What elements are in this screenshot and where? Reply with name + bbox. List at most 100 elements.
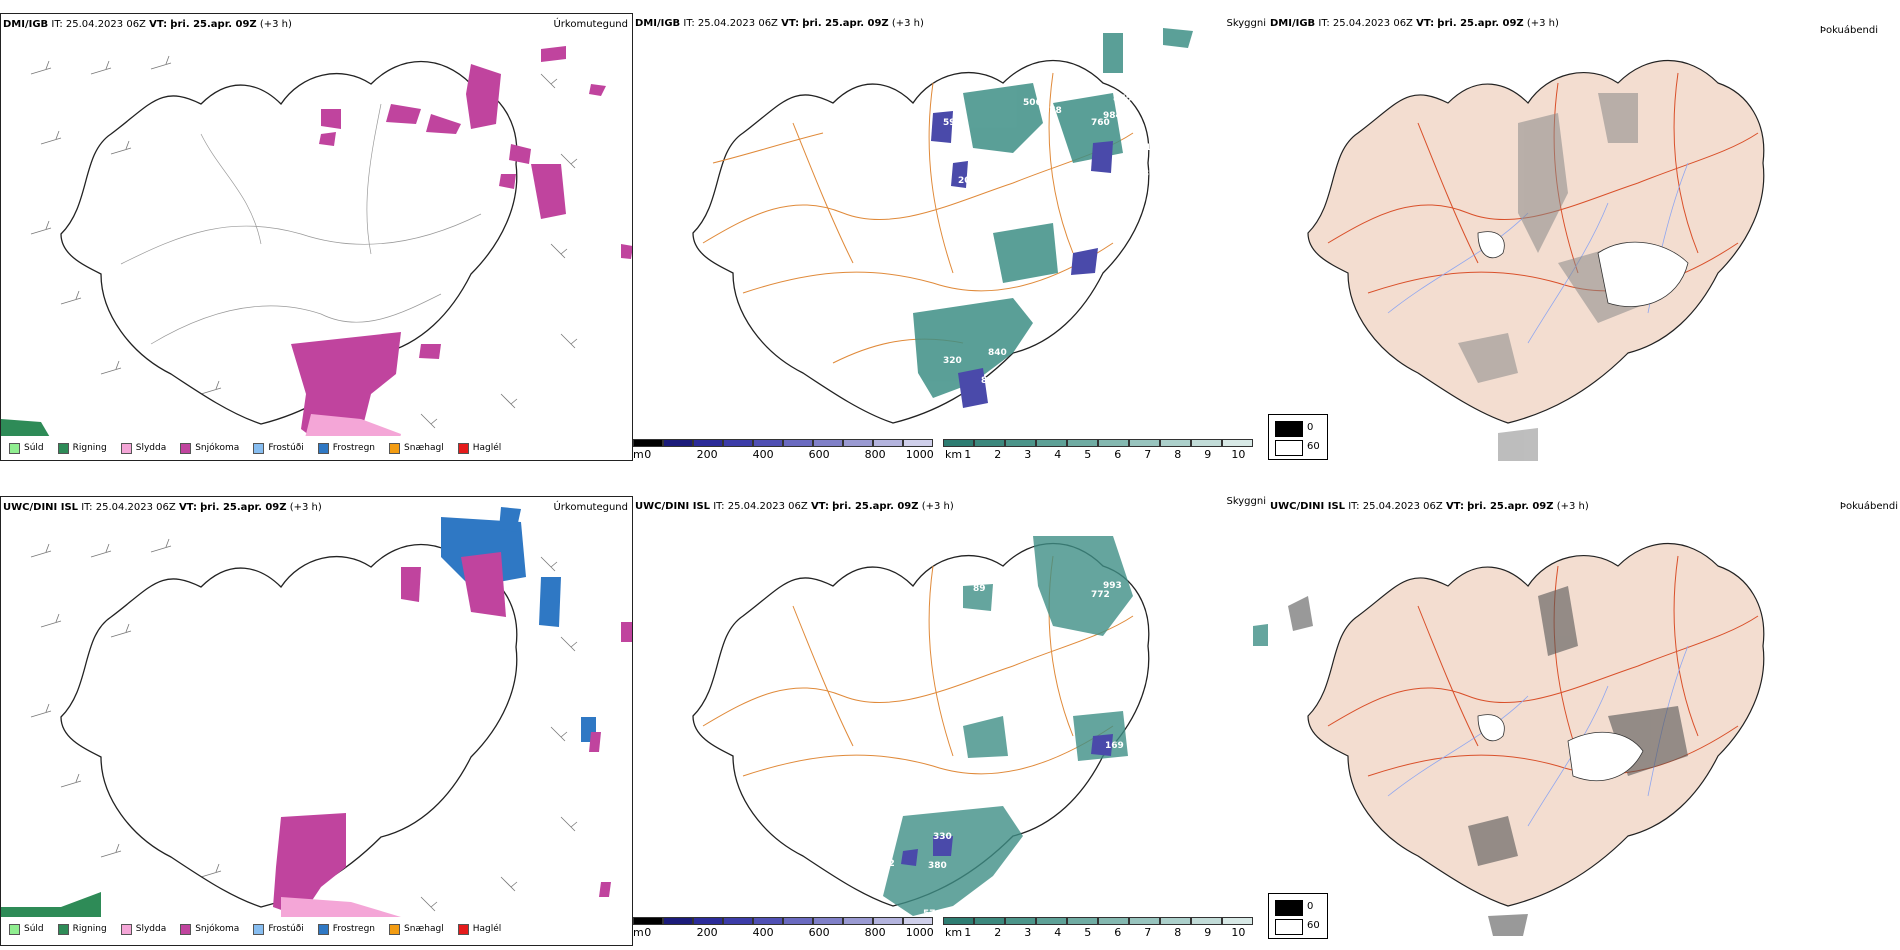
colorbar-segment [1036,917,1067,925]
visibility-map-2: 993 772 169 330 472 380 57 89 [692,536,1268,919]
legend-swatch [389,442,401,454]
svg-text:57: 57 [923,909,936,919]
ceiling-tick: 400 [752,926,774,939]
visibility-tick: 1 [964,448,972,461]
colorbar-segment [1005,439,1036,447]
legend-swatch [9,923,20,935]
colorbar-segment [663,439,693,447]
visibility-tick: 3 [1024,448,1032,461]
height-labels: 875 984 760 506 478 598 188 361 56 145 7… [908,94,1164,426]
ceiling-tick: 0 [644,448,652,461]
colorbar-segment [1098,439,1129,447]
legend-swatch [457,442,469,454]
legend-item-slydda: Slydda [120,923,166,935]
svg-text:893: 893 [981,376,1000,386]
glacier-white [1477,714,1505,742]
colorbar-segment [693,439,723,447]
visibility-tick: 9 [1204,448,1212,461]
legend-swatch [317,923,329,935]
snow-areas [273,552,632,917]
visibility-tick: 3 [1024,926,1032,939]
freezing-rain-areas [441,507,596,742]
visibility-colorbar-2: km 1 2 3 4 5 6 7 8 9 10 [943,917,1258,939]
panel-type-label: Þokuábendi [1839,501,1898,512]
fog-legend-1: 0 60 [1268,414,1328,460]
colorbar-segment [1191,439,1222,447]
visibility-unit: km [945,926,963,939]
colorbar-segment [903,439,933,447]
svg-text:984: 984 [1103,111,1122,121]
colorbar-segment [903,917,933,925]
legend-swatch [317,442,329,454]
low-ceiling-areas [901,734,1113,866]
ceiling-tick: 1000 [905,926,934,939]
colorbar-segment [1222,917,1253,925]
legend-item-frostregn: Frostregn [317,923,375,935]
precip-map-2 [1,507,632,937]
legend-item-snaehagl: Snæhagl [389,442,444,454]
colorbar-segment [1067,917,1098,925]
colorbar-segment [813,439,843,447]
iceland-outline [60,60,518,425]
colorbar-segment [1160,439,1191,447]
visibility-tick: 10 [1231,926,1246,939]
svg-text:320: 320 [943,356,962,366]
svg-text:875: 875 [1113,94,1132,104]
colorbar-segment [943,439,974,447]
svg-text:506: 506 [1023,98,1042,108]
fog-map-1 [1307,59,1765,461]
fog-map-2 [1288,542,1765,936]
precip-map-1 [1,46,632,454]
legend-item-slydda: Slydda [120,442,166,454]
visibility-tick: 2 [994,448,1002,461]
colorbar-segment [633,917,663,925]
visibility-tick: 6 [1114,448,1122,461]
iceland-outline [60,543,518,908]
visibility-tick: 2 [994,926,1002,939]
visibility-tick: 9 [1204,926,1212,939]
ceiling-unit: m [633,926,644,939]
fog-swatch-60 [1275,440,1303,456]
legend-item-snjokoma: Snjókoma [180,442,239,454]
iceland-outline [692,542,1150,907]
visibility-tick: 4 [1054,448,1062,461]
legend-swatch [9,442,20,454]
colorbar-segment [723,917,753,925]
svg-text:598: 598 [943,118,962,128]
fog-label-0: 0 [1307,901,1314,912]
panel-title: UWC/DINI ISL IT: 25.04.2023 06Z VT: þri.… [3,502,322,513]
colorbar-segment [693,917,723,925]
svg-text:993: 993 [1103,581,1122,591]
ceiling-tick: 400 [752,448,774,461]
visibility-tick: 7 [1144,926,1152,939]
panel-type-label: Skyggni [1226,18,1266,29]
roads [120,103,482,345]
legend-swatch [180,923,192,935]
legend-item-rigning: Rigning [57,923,107,935]
svg-text:840: 840 [988,348,1007,358]
svg-text:472: 472 [876,859,895,869]
ceiling-tick: 1000 [905,448,934,461]
colorbar-segment [974,917,1005,925]
ceiling-tick: 200 [696,926,718,939]
fog-label-60: 60 [1307,920,1320,931]
ceiling-tick: 600 [808,926,830,939]
fog-label-0: 0 [1307,422,1314,433]
colorbar-segment [783,917,813,925]
svg-text:56: 56 [1143,249,1156,259]
svg-text:361: 361 [1143,169,1162,179]
svg-text:89: 89 [973,584,986,594]
ceiling-tick: 600 [808,448,830,461]
colorbar-segment [873,917,903,925]
legend-swatch [120,923,132,935]
colorbar-segment [1129,917,1160,925]
low-ceiling-areas [931,111,1113,408]
svg-text:964: 964 [955,416,974,426]
roads [702,555,1134,777]
iceland-land [1307,542,1765,907]
ceiling-tick: 800 [864,448,886,461]
legend-item-rigning: Rigning [57,442,107,454]
fog-label-60: 60 [1307,441,1320,452]
svg-text:772: 772 [1091,590,1110,600]
glacier-white [1567,731,1644,782]
